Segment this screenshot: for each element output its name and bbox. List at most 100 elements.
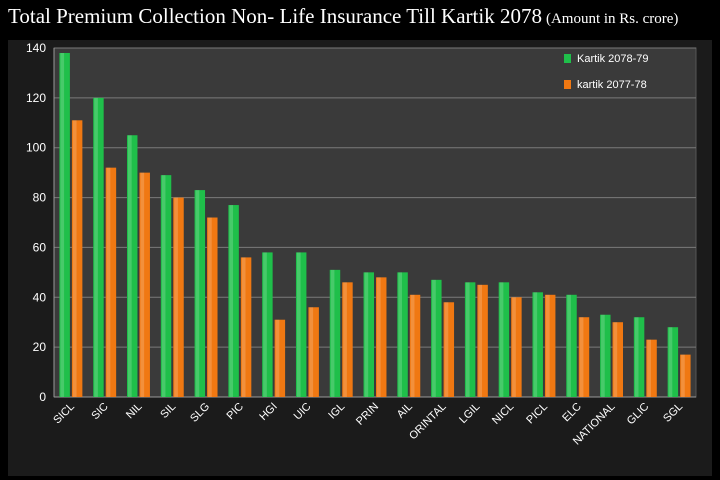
legend-swatch-1 (564, 54, 571, 63)
bar-chart: 0 20 40 60 80 100 120 140 SICL SIC NIL SIL SLG PIC HGI… (26, 41, 697, 447)
bar-highlight-s1-sil (161, 175, 166, 397)
bar-s1-elc (566, 294, 577, 397)
bar-highlight-s2-prin (377, 277, 381, 397)
bar-s1-glic (633, 317, 645, 397)
bar-highlight-s1-elc (567, 294, 571, 397)
x-tick-label-nicl: NICL (490, 401, 516, 427)
bar-s1-uic (295, 252, 307, 397)
y-tick-label-120: 120 (26, 91, 46, 105)
bar-s2-sicl (71, 120, 83, 398)
bar-highlight-s2-igl (343, 282, 347, 397)
bar-highlight-s1-national (601, 314, 605, 397)
bar-s1-hgi (262, 252, 273, 397)
x-tick-label-sic: SIC (89, 401, 110, 422)
legend-swatch-2 (564, 80, 571, 89)
x-tick-label-ail: AIL (395, 401, 415, 421)
bar-s1-sil (160, 175, 172, 397)
bar-highlight-s2-nil (140, 172, 145, 397)
x-tick-label-nil: NIL (124, 401, 145, 422)
x-tick-label-uic: UIC (292, 401, 314, 423)
bar-highlight-s1-sicl (60, 52, 65, 397)
y-tick-label-20: 20 (33, 340, 47, 354)
chart-frame: 0 20 40 60 80 100 120 140 SICL SIC NIL SIL SLG PIC HGI… (8, 40, 712, 476)
chart-title: Total Premium Collection Non- Life Insur… (8, 4, 712, 36)
bar-s2-pic (240, 257, 252, 397)
chart-title-main: Total Premium Collection Non- Life Insur… (8, 4, 542, 28)
bar-highlight-s2-nicl (512, 297, 516, 397)
bar-s1-sgl (667, 327, 679, 397)
bar-s1-igl (329, 269, 341, 397)
bar-highlight-s2-elc (579, 317, 584, 397)
x-tick-label-slg: SLG (188, 401, 212, 425)
bar-s2-glic (646, 339, 657, 397)
bar-s2-hgi (274, 319, 286, 397)
bar-highlight-s1-sgl (668, 327, 673, 397)
bar-highlight-s2-sicl (72, 120, 77, 398)
bar-s2-sgl (680, 354, 691, 397)
bar-highlight-s2-slg (208, 217, 212, 397)
bar-highlight-s2-orintal (444, 302, 449, 397)
bar-s1-sicl (59, 52, 70, 397)
y-tick-label-100: 100 (26, 141, 46, 155)
bar-s1-pic (228, 205, 239, 397)
bar-s1-national (600, 314, 611, 397)
bar-highlight-s1-ail (398, 272, 402, 397)
bar-highlight-s2-sil (174, 197, 178, 397)
bar-s1-orintal (431, 279, 442, 397)
bar-s2-sic (105, 167, 117, 397)
bar-s2-picl (544, 294, 556, 397)
bar-highlight-s2-national (613, 322, 618, 397)
x-tick-label-picl: PICL (524, 401, 550, 427)
bar-s1-sic (93, 97, 104, 397)
bar-highlight-s2-sic (106, 167, 111, 397)
bar-highlight-s1-hgi (263, 252, 267, 397)
bar-highlight-s1-sic (94, 97, 98, 397)
y-tick-label-140: 140 (26, 41, 46, 55)
bar-highlight-s1-orintal (432, 279, 436, 397)
x-tick-label-elc: ELC (560, 401, 584, 425)
bar-s2-orintal (443, 302, 455, 397)
bar-s2-elc (578, 317, 590, 397)
y-tick-label-80: 80 (33, 191, 47, 205)
bar-highlight-s2-picl (545, 294, 550, 397)
bar-highlight-s1-prin (364, 272, 369, 397)
x-tick-label-igl: IGL (326, 401, 347, 422)
bar-highlight-s1-igl (330, 269, 335, 397)
bar-highlight-s1-nicl (499, 282, 504, 397)
y-tick-label-60: 60 (33, 240, 47, 254)
bar-s1-prin (363, 272, 374, 397)
x-tick-label-sicl: SICL (51, 401, 77, 427)
x-tick-label-glic: GLIC (625, 401, 652, 428)
bar-highlight-s2-hgi (275, 319, 280, 397)
bar-s2-uic (308, 307, 319, 397)
bar-highlight-s2-pic (241, 257, 246, 397)
bar-s2-nil (139, 172, 150, 397)
bar-highlight-s2-uic (309, 307, 314, 397)
x-tick-label-sgl: SGL (661, 401, 685, 425)
bar-s2-ail (409, 294, 421, 397)
bar-s2-slg (207, 217, 218, 397)
bar-s1-nil (126, 135, 138, 397)
y-tick-label-40: 40 (33, 290, 47, 304)
bar-s2-nicl (511, 297, 522, 397)
plot-area (53, 47, 697, 398)
bar-highlight-s1-picl (533, 292, 538, 397)
bar-highlight-s2-sgl (681, 354, 685, 397)
bar-s2-lgil (477, 284, 488, 397)
x-tick-label-lgil: LGIL (457, 401, 482, 426)
x-tick-label-prin: PRIN (354, 401, 381, 428)
bar-highlight-s1-glic (634, 317, 639, 397)
bar-s1-slg (194, 190, 206, 397)
bar-s2-igl (342, 282, 353, 397)
x-tick-label-orintal: ORINTAL (407, 401, 449, 443)
bar-s2-sil (173, 197, 184, 397)
bar-s1-nicl (498, 282, 510, 397)
bar-highlight-s1-lgil (465, 282, 470, 397)
legend-label-2: kartik 2077-78 (577, 79, 647, 91)
chart-title-units: (Amount in Rs. crore) (545, 11, 679, 27)
bar-highlight-s2-glic (647, 339, 651, 397)
bar-highlight-s1-uic (296, 252, 301, 397)
bar-highlight-s2-lgil (478, 284, 483, 397)
bar-s1-ail (397, 272, 408, 397)
bar-s1-picl (532, 292, 543, 397)
